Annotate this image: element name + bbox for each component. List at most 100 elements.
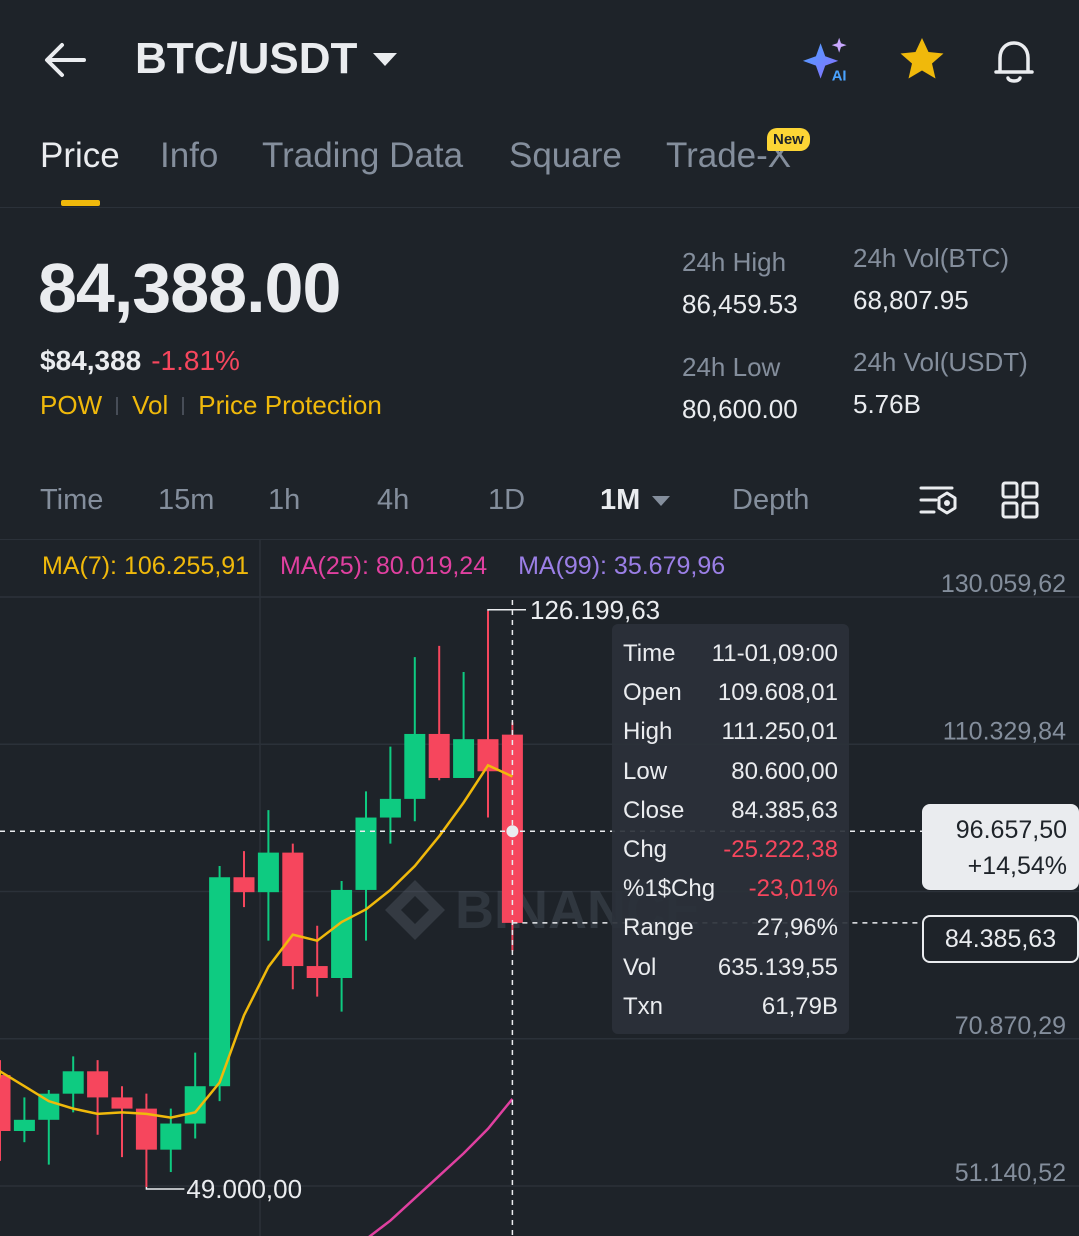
vol-btc-label: 24h Vol(BTC) xyxy=(853,243,1010,273)
chevron-down-icon xyxy=(373,52,398,66)
new-badge: New xyxy=(767,128,810,151)
candle-body xyxy=(331,889,353,979)
tab-square[interactable]: Square xyxy=(509,136,622,175)
candle-body xyxy=(0,1075,11,1132)
tooltip-value: 80.600,00 xyxy=(731,757,838,785)
last-price: 84,388.00 xyxy=(38,249,341,327)
active-tab-indicator xyxy=(61,200,100,206)
price-change-percent: -1.81% xyxy=(151,345,240,376)
tooltip-row: Open 109.608,01 xyxy=(623,673,838,712)
interval-4h[interactable]: 4h xyxy=(377,484,410,516)
tag-vol[interactable]: Vol xyxy=(132,390,169,420)
tooltip-label: Open xyxy=(623,679,682,707)
vol-usdt-label: 24h Vol(USDT) xyxy=(853,347,1028,377)
low-marker-label: 49.000,00 xyxy=(186,1174,302,1204)
candle-body xyxy=(160,1123,182,1150)
ai-sparkle-icon[interactable]: AI xyxy=(802,34,854,86)
ai-label: AI xyxy=(832,68,847,84)
candle-body xyxy=(355,817,377,890)
interval-depth[interactable]: Depth xyxy=(732,484,810,516)
tag-pow[interactable]: POW xyxy=(40,390,103,420)
tooltip-value: -25.222,38 xyxy=(723,836,838,864)
tooltip-label: Vol xyxy=(623,953,657,981)
indicator-settings-icon[interactable] xyxy=(918,480,960,522)
interval-time[interactable]: Time xyxy=(40,484,104,516)
tooltip-value: 84.385,63 xyxy=(731,796,838,824)
grid-layout-icon[interactable] xyxy=(1000,480,1042,522)
candle-body xyxy=(233,877,255,893)
interval-1h[interactable]: 1h xyxy=(268,484,301,516)
fiat-price-line: $84,388 -1.81% xyxy=(40,345,240,377)
candle-body xyxy=(111,1097,133,1109)
tooltip-label: Low xyxy=(623,757,668,785)
high-marker-line xyxy=(487,609,526,611)
interval-1m[interactable]: 1M xyxy=(600,484,671,517)
tooltip-row: Vol 635.139,55 xyxy=(623,948,838,987)
candle-body xyxy=(453,739,475,778)
tooltip-row: Chg -25.222,38 xyxy=(623,830,838,869)
ma25-legend: MA(25): 80.019,24 xyxy=(280,552,488,580)
tooltip-label: Chg xyxy=(623,836,668,864)
candle-body xyxy=(62,1071,84,1094)
fiat-price: $84,388 xyxy=(40,345,142,376)
candle-body xyxy=(38,1093,60,1120)
interval-1d[interactable]: 1D xyxy=(488,484,526,516)
tab-bar: Price Info Trading Data Square Trade-X xyxy=(0,120,1079,208)
ma7-line xyxy=(0,763,513,1119)
high-24h-value: 86,459.53 xyxy=(682,289,798,319)
chevron-down-icon xyxy=(652,496,671,507)
candlestick-chart[interactable]: BINANCE 130.059,62110.329,8490.600,0670.… xyxy=(0,540,1079,1236)
pair-name: BTC/USDT xyxy=(135,34,358,83)
candle-body xyxy=(404,733,426,799)
tag-price-protection[interactable]: Price Protection xyxy=(198,390,382,420)
pair-selector[interactable]: BTC/USDT xyxy=(135,34,398,84)
y-tick-label: 130.059,62 xyxy=(941,570,1066,598)
tag-divider xyxy=(182,396,185,415)
asset-tags: POW Vol Price Protection xyxy=(40,390,382,421)
tooltip-value: 111.250,01 xyxy=(721,718,838,746)
bell-icon[interactable] xyxy=(988,34,1040,86)
tooltip-row: Range 27,96% xyxy=(623,908,838,947)
star-icon[interactable] xyxy=(896,34,948,86)
tooltip-label: Close xyxy=(623,796,685,824)
y-tick-label: 51.140,52 xyxy=(955,1159,1066,1187)
interval-15m[interactable]: 15m xyxy=(158,484,215,516)
candle-body xyxy=(379,798,401,818)
vol-btc-value: 68,807.95 xyxy=(853,285,969,315)
ma7-legend: MA(7): 106.255,91 xyxy=(42,552,250,580)
extreme-markers: 126.199,63 49.000,00 xyxy=(145,595,660,1204)
tooltip-label: Time xyxy=(623,640,676,667)
crosshair-percent: +14,54% xyxy=(967,852,1067,880)
ma99-legend: MA(99): 35.679,96 xyxy=(518,552,726,580)
tooltip-row: Txn 61,79B xyxy=(623,987,838,1026)
interval-1m-label: 1M xyxy=(600,484,641,516)
low-marker-line xyxy=(145,1186,185,1190)
high-24h-label: 24h High xyxy=(682,247,787,277)
tab-price[interactable]: Price xyxy=(40,136,120,175)
candle-body xyxy=(428,733,450,778)
crosshair-dot xyxy=(506,825,519,838)
low-24h-value: 80,600.00 xyxy=(682,394,798,424)
tooltip-value: 61,79B xyxy=(761,992,838,1020)
tab-info[interactable]: Info xyxy=(160,136,219,175)
back-arrow-icon[interactable] xyxy=(40,38,90,82)
binance-logo-icon xyxy=(385,880,445,940)
vol-usdt-value: 5.76B xyxy=(853,389,921,419)
candles xyxy=(0,610,523,1187)
tab-trading-data[interactable]: Trading Data xyxy=(262,136,464,175)
tooltip-label: Txn xyxy=(623,992,664,1020)
ma-legend: MA(7): 106.255,91 MA(25): 80.019,24 MA(9… xyxy=(42,552,749,581)
last-price-tag[interactable]: 84.385,63 xyxy=(922,915,1079,963)
ma25-line xyxy=(368,1098,514,1236)
tooltip-row: Close 84.385,63 xyxy=(623,791,838,830)
candle-body xyxy=(282,852,304,967)
tooltip-label: Range xyxy=(623,914,694,942)
candle-body xyxy=(87,1071,109,1098)
tag-divider xyxy=(116,396,119,415)
tooltip-row: High 111.250,01 xyxy=(623,712,838,751)
candle-body xyxy=(257,852,279,893)
y-tick-label: 70.870,29 xyxy=(955,1012,1066,1040)
tooltip-label: %1$Chg xyxy=(623,875,716,903)
candle-tooltip: Time 11-01,09:00 Open 109.608,01 High 111.2… xyxy=(612,624,849,1034)
